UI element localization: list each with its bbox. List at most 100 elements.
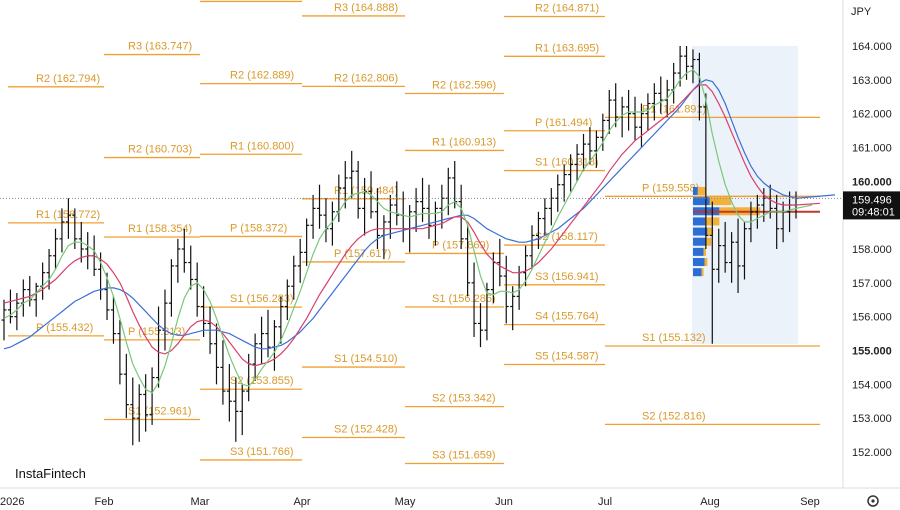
x-tick-label: Mar <box>191 496 210 508</box>
y-tick-label: 153.000 <box>852 413 892 425</box>
y-tick-label: 160.000 <box>852 176 892 188</box>
price-axis[interactable]: 164.000 163.000 162.000 161.000 160.000 158.0… <box>842 0 900 488</box>
pivot-label: S2 (153.855) <box>230 375 294 387</box>
moving-averages <box>3 68 836 394</box>
pivot-label: S1 (155.132) <box>642 332 706 344</box>
y-tick-label: 162.000 <box>852 109 892 121</box>
volume-bar-sell <box>693 247 704 256</box>
volume-bar-buy <box>697 186 707 195</box>
volume-bar-buy <box>706 237 712 246</box>
volume-bar-sell <box>693 217 705 226</box>
pivot-label: P (159.558) <box>642 182 699 194</box>
y-tick-label: 155.000 <box>852 346 892 358</box>
pivot-label: P (158.372) <box>230 222 287 234</box>
volume-bar-buy <box>704 258 708 267</box>
currency-box <box>845 2 889 20</box>
volume-bar-sell <box>693 227 708 236</box>
y-tick-label: 164.000 <box>852 41 892 53</box>
selection-box <box>692 46 798 344</box>
volume-bar-sell <box>693 258 705 267</box>
y-tick-label: 157.000 <box>852 278 892 290</box>
x-tick-label: Jun <box>495 496 513 508</box>
y-tick-label: 158.000 <box>852 244 892 256</box>
time-axis[interactable]: 2026 Feb Mar Apr May Jun Jul Aug Sep <box>0 487 900 510</box>
pivot-levels: R2 (162.794)R1 (158.772)P (155.432)R3 (1… <box>8 0 820 465</box>
volume-bar-sell <box>693 197 710 206</box>
price-axis-bg <box>843 0 900 488</box>
gear-icon <box>867 495 879 507</box>
pivot-label: R3 (164.888) <box>334 2 398 14</box>
pivot-label: P (155.432) <box>36 322 93 334</box>
pivot-label: R1 (160.800) <box>230 140 294 152</box>
ma-fast-tail <box>795 204 813 209</box>
logo-text: InstaFintech <box>15 466 86 481</box>
pivot-label: S2 (153.342) <box>432 393 496 405</box>
time-axis-bg <box>0 488 900 510</box>
pivot-label: S1 (154.510) <box>334 353 398 365</box>
price-badge: 159.496 09:48:01 <box>843 191 900 220</box>
x-tick-label: May <box>395 496 416 508</box>
y-tick-label: 152.000 <box>852 447 892 459</box>
volume-bar-sell <box>693 237 707 246</box>
currency-label: JPY <box>851 6 872 18</box>
volume-bar-buy <box>701 268 704 277</box>
pivot-label: R2 (162.889) <box>230 70 294 82</box>
currency-selector[interactable]: JPY <box>845 2 889 20</box>
pivot-label: R2 (160.703) <box>128 144 192 156</box>
pivot-label: R1 (159.484) <box>334 185 398 197</box>
y-tick-label: 156.000 <box>852 312 892 324</box>
y-tick-label: 161.000 <box>852 143 892 155</box>
pivot-label: R2 (164.871) <box>535 3 599 15</box>
pivot-label: S1 (152.961) <box>128 405 192 417</box>
pivot-label: R1 (160.913) <box>432 136 496 148</box>
price-badge-bg <box>843 191 900 220</box>
ma-mid-line <box>3 84 796 367</box>
pivot-label: S1 (160.318) <box>535 157 599 169</box>
x-tick-label: Apr <box>293 496 310 508</box>
settings-button[interactable] <box>867 495 879 507</box>
ma-slow-tail <box>795 194 836 199</box>
x-tick-label: 2026 <box>0 496 24 508</box>
pivot-label: S3 (151.766) <box>230 446 294 458</box>
volume-bar-sell <box>693 268 702 277</box>
ma-fast-line <box>3 68 797 394</box>
x-tick-labels: 2026 Feb Mar Apr May Jun Jul Aug Sep <box>0 496 820 508</box>
pivot-label: S5 (154.587) <box>535 350 599 362</box>
logo-bg <box>9 463 89 485</box>
volume-bar-buy <box>709 197 732 206</box>
volume-bar-buy <box>703 247 706 256</box>
brand-logo: InstaFintech <box>9 463 89 485</box>
y-tick-labels: 164.000 163.000 162.000 161.000 160.000 158.0… <box>852 41 892 459</box>
pivot-label: P (155.313) <box>128 326 185 338</box>
pivot-label: R1 (158.354) <box>128 223 192 235</box>
pivot-label: P (161.494) <box>535 117 592 129</box>
pivot-label: R3 (163.747) <box>128 41 192 53</box>
pivot-label: S1 (156.286) <box>432 293 496 305</box>
pivot-label: R2 (162.806) <box>334 72 398 84</box>
x-tick-label: Feb <box>95 496 114 508</box>
x-tick-label: Jul <box>598 496 612 508</box>
y-tick-label: 163.000 <box>852 75 892 87</box>
candles <box>1 46 799 446</box>
volume-bar-sell <box>693 186 698 195</box>
pivot-label: R2 (162.596) <box>432 80 496 92</box>
gear-icon-hub <box>871 499 875 503</box>
pivot-label: S1 (156.283) <box>230 293 294 305</box>
x-tick-label: Aug <box>700 496 720 508</box>
pivot-label: S2 (152.428) <box>334 424 398 436</box>
y-tick-label: 154.000 <box>852 379 892 391</box>
x-tick-label: Sep <box>800 496 820 508</box>
price-badge-time: 09:48:01 <box>852 206 895 218</box>
pivot-label: S2 (158.117) <box>535 231 598 243</box>
pivot-label: S4 (155.764) <box>535 311 599 323</box>
pivot-label: S3 (156.941) <box>535 271 599 283</box>
pivot-label: R1 (163.695) <box>535 42 599 54</box>
pivot-label: R2 (162.794) <box>36 73 100 85</box>
ma-slow-line <box>3 79 797 350</box>
volume-bar-buy <box>707 227 714 236</box>
pivot-label: S2 (152.816) <box>642 410 706 422</box>
pivot-label: S3 (151.659) <box>432 450 496 462</box>
selection-shade <box>692 46 798 344</box>
